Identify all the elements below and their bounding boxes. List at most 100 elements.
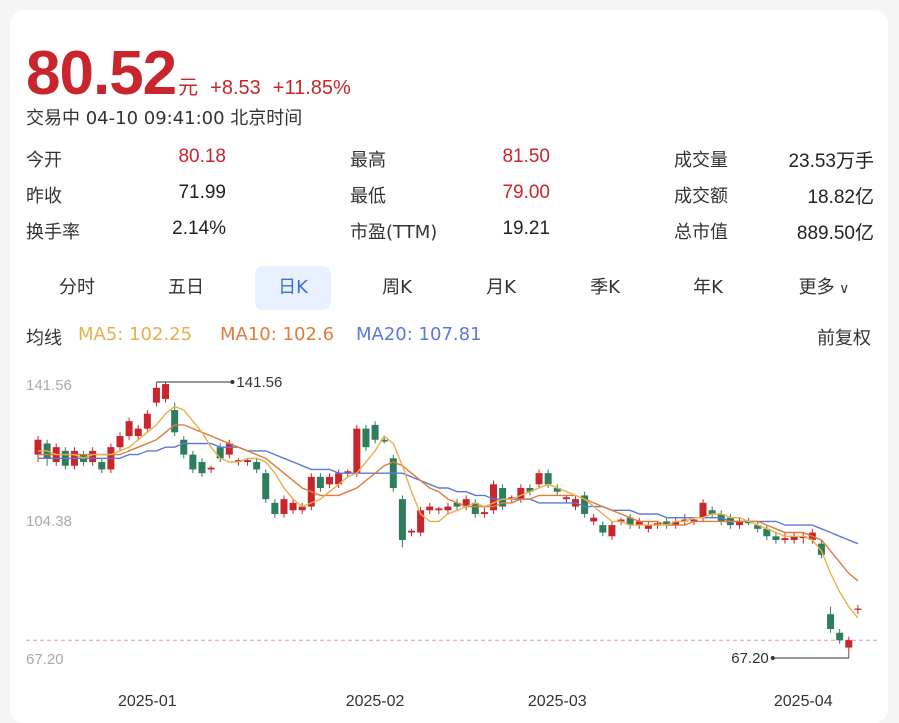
candle-body bbox=[125, 421, 133, 437]
tab-2[interactable]: 日K bbox=[255, 266, 331, 310]
candle-body bbox=[453, 502, 461, 507]
price-change-percent: +11.85% bbox=[272, 77, 351, 99]
stat-value: 71.99 bbox=[178, 182, 226, 203]
candle-body bbox=[617, 519, 625, 522]
candle-body bbox=[699, 502, 707, 518]
candle-body bbox=[544, 473, 552, 485]
ma5-label: MA5: 102.25 bbox=[78, 324, 193, 345]
candle-body bbox=[553, 488, 561, 492]
candle-body bbox=[262, 473, 270, 500]
ma20-line bbox=[38, 442, 859, 545]
candle-body bbox=[171, 410, 179, 433]
candle-body bbox=[772, 536, 780, 540]
candle-body bbox=[836, 632, 844, 641]
candle-body bbox=[581, 495, 589, 514]
candle-body bbox=[207, 467, 215, 470]
candle-body bbox=[271, 502, 279, 514]
candle-body bbox=[599, 525, 607, 533]
candle-body bbox=[335, 473, 343, 485]
candle-body bbox=[663, 521, 671, 526]
candle-body bbox=[244, 460, 252, 463]
trading-status: 交易中 04-10 09:41:00 北京时间 bbox=[26, 108, 303, 129]
candle-body bbox=[89, 450, 97, 463]
candle-body bbox=[162, 384, 170, 399]
tab-label: 更多 bbox=[798, 277, 835, 298]
candle-body bbox=[672, 521, 680, 526]
candle-body bbox=[280, 499, 288, 514]
candle-body bbox=[644, 525, 652, 529]
candle-body bbox=[234, 460, 242, 463]
ma5-line bbox=[38, 405, 859, 619]
tab-label: 季K bbox=[590, 277, 620, 298]
stat-value: 889.50亿 bbox=[796, 223, 874, 244]
candle-body bbox=[653, 523, 661, 526]
tab-label: 年K bbox=[693, 277, 723, 298]
candle-body bbox=[781, 538, 789, 540]
stat-label: 总市值 bbox=[674, 222, 728, 243]
x-tick-label: 2025-03 bbox=[528, 693, 587, 710]
candle-body bbox=[526, 488, 534, 492]
candle-body bbox=[845, 640, 853, 648]
candle-body bbox=[754, 525, 762, 529]
adjust-selector[interactable]: 前复权 bbox=[817, 328, 871, 349]
candle-body bbox=[216, 447, 224, 459]
candle-body bbox=[253, 462, 261, 470]
y-tick-label: 67.20 bbox=[26, 651, 64, 668]
stat-value: 23.53万手 bbox=[788, 151, 874, 172]
candle-body bbox=[180, 439, 188, 455]
candle-body bbox=[316, 476, 324, 489]
tab-3[interactable]: 周K bbox=[359, 266, 435, 310]
candle-body bbox=[608, 525, 616, 537]
price-unit: 元 bbox=[178, 75, 199, 99]
stats-grid: 今开 80.18 最高 81.50 成交量 23.53万手 昨收 71.99 最低 79.00 成交… bbox=[26, 146, 874, 254]
candle-body bbox=[289, 502, 297, 511]
candle-body bbox=[535, 473, 543, 485]
candle-body bbox=[380, 439, 388, 442]
tab-label: 月K bbox=[486, 277, 516, 298]
candle-body bbox=[462, 499, 470, 507]
y-tick-label: 141.56 bbox=[26, 377, 72, 394]
candle-body bbox=[745, 521, 753, 524]
tab-0[interactable]: 分时 bbox=[39, 266, 115, 310]
tab-label: 分时 bbox=[59, 277, 95, 298]
candle-body bbox=[799, 536, 807, 539]
stat-label: 成交额 bbox=[674, 186, 728, 207]
price-row: 80.52 元 +8.53 +11.85% bbox=[26, 38, 351, 109]
candle-body bbox=[134, 428, 142, 437]
ma20-label: MA20: 107.81 bbox=[356, 324, 482, 345]
candle-body bbox=[362, 428, 370, 448]
candle-body bbox=[435, 508, 443, 511]
tab-label: 日K bbox=[278, 277, 308, 298]
tab-1[interactable]: 五日 bbox=[148, 266, 224, 310]
candle-body bbox=[34, 439, 42, 455]
candle-body bbox=[480, 512, 488, 514]
candle-body bbox=[763, 528, 771, 537]
candle-body bbox=[225, 443, 233, 455]
period-tabs: 分时 五日 日K 周K 月K 季K 年K 更多 ∨ bbox=[24, 266, 876, 310]
stat-label: 最高 bbox=[350, 150, 386, 171]
tab-7[interactable]: 更多 ∨ bbox=[786, 266, 862, 310]
low-price-label: 67.20 bbox=[731, 650, 769, 667]
ma-legend: 均线 MA5: 102.25 MA10: 102.6 MA20: 107.81 … bbox=[26, 324, 871, 350]
candle-body bbox=[426, 506, 434, 511]
candle-body bbox=[408, 530, 416, 533]
stat-value: 18.82亿 bbox=[807, 187, 874, 208]
tab-6[interactable]: 年K bbox=[670, 266, 746, 310]
stats-row: 昨收 71.99 最低 79.00 成交额 18.82亿 bbox=[26, 182, 874, 218]
candle-body bbox=[817, 543, 825, 555]
x-tick-label: 2025-01 bbox=[118, 693, 177, 710]
candle-body bbox=[790, 536, 798, 540]
candle-body bbox=[371, 424, 379, 440]
candle-body bbox=[590, 517, 598, 522]
tab-4[interactable]: 月K bbox=[463, 266, 539, 310]
candle-body bbox=[326, 476, 334, 485]
stat-label: 今开 bbox=[26, 150, 62, 171]
candle-body bbox=[635, 521, 643, 526]
stat-value: 2.14% bbox=[172, 218, 226, 239]
candle-body bbox=[690, 519, 698, 522]
stat-value: 80.18 bbox=[178, 146, 226, 167]
tab-5[interactable]: 季K bbox=[567, 266, 643, 310]
candle-body bbox=[98, 462, 106, 470]
candle-body bbox=[517, 488, 525, 500]
kline-chart[interactable]: 141.56 104.38 67.20 141.56 67.20 2025-01 2025-… bbox=[10, 360, 888, 720]
